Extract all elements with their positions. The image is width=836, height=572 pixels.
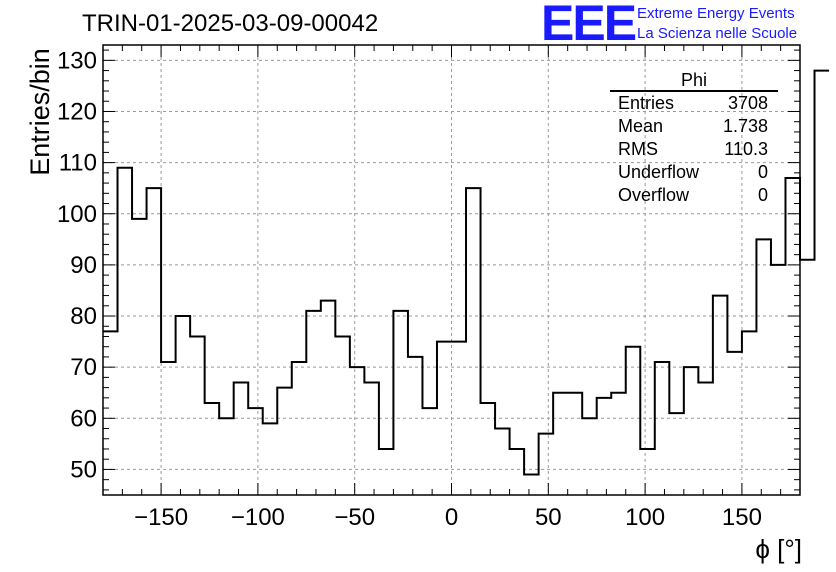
stat-value: 0 xyxy=(757,185,768,205)
x-tick-label: −50 xyxy=(334,504,375,531)
stat-label: Entries xyxy=(618,93,675,113)
y-axis-label: Entries/bin xyxy=(25,48,55,176)
stat-value: 0 xyxy=(757,162,768,182)
y-tick-label: 130 xyxy=(57,47,97,74)
histogram-series xyxy=(103,69,830,476)
x-tick-label: 0 xyxy=(445,504,458,531)
eee-logo: EEE xyxy=(541,0,637,51)
stat-row-entries: Entries 3708 xyxy=(610,92,778,115)
x-tick-label: 50 xyxy=(535,504,562,531)
x-tick-label: −150 xyxy=(134,504,188,531)
stats-box: Phi Entries 3708 Mean 1.738 RMS 110.3 Un… xyxy=(610,70,778,207)
logo-caption-line1: Extreme Energy Events xyxy=(637,5,795,22)
stats-title: Phi xyxy=(610,70,778,92)
y-tick-label: 110 xyxy=(59,150,97,177)
y-tick-label: 70 xyxy=(70,354,97,381)
x-tick-label: 100 xyxy=(625,504,665,531)
stat-row-overflow: Overflow 0 xyxy=(610,184,778,207)
stat-label: Overflow xyxy=(618,185,690,205)
y-tick-label: 80 xyxy=(70,303,97,330)
y-tick-label: 50 xyxy=(70,456,97,483)
x-tick-label: 150 xyxy=(722,504,762,531)
stat-label: RMS xyxy=(618,139,658,159)
logo-caption: Extreme Energy Events La Scienza nelle S… xyxy=(637,4,797,44)
x-axis-label: ϕ [°] xyxy=(755,534,802,564)
y-tick-label: 120 xyxy=(57,98,97,125)
stat-row-underflow: Underflow 0 xyxy=(610,161,778,184)
y-tick-label: 60 xyxy=(70,405,97,432)
y-tick-label: 100 xyxy=(57,201,97,228)
chart-title: TRIN-01-2025-03-09-00042 xyxy=(82,10,379,37)
stat-row-mean: Mean 1.738 xyxy=(610,115,778,138)
stat-value: 1.738 xyxy=(722,116,768,136)
stat-row-rms: RMS 110.3 xyxy=(610,138,778,161)
x-tick-label: −100 xyxy=(231,504,285,531)
stat-value: 110.3 xyxy=(724,139,768,159)
stat-value: 3708 xyxy=(727,93,768,113)
y-tick-label: 90 xyxy=(70,252,97,279)
logo-caption-line2: La Scienza nelle Scuole xyxy=(637,25,798,42)
stat-label: Mean xyxy=(618,116,664,136)
stat-label: Underflow xyxy=(618,162,700,182)
